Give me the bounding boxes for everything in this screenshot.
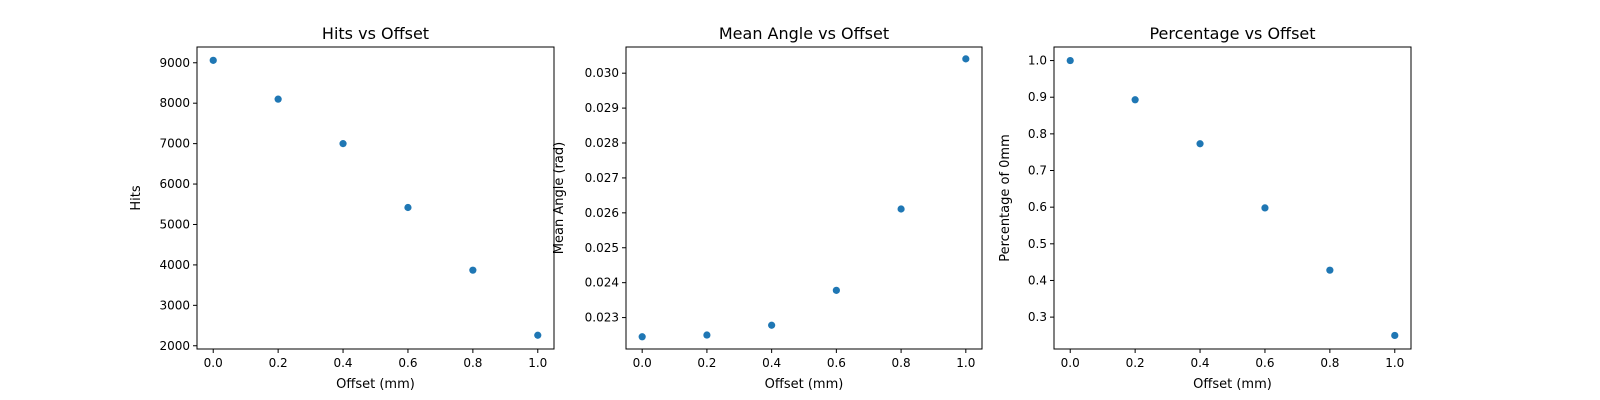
x-tick-label: 1.0 [956,356,975,370]
x-tick-label: 1.0 [528,356,547,370]
x-tick-label: 1.0 [1385,356,1404,370]
chart-panel-3: Percentage vs Offset 0.0 0.2 0.4 0.6 0.8 1.0 0.… [998,24,1412,392]
y-tick-label: 0.026 [585,206,619,220]
y-tick-label: 0.023 [585,311,619,325]
data-point [1131,96,1139,104]
data-point [339,140,347,148]
y-tick-label: 2000 [159,339,190,353]
plot-frame [1053,46,1412,350]
x-axis-label: Offset (mm) [336,377,415,392]
x-tick-label: 0.2 [1126,356,1145,370]
data-point [638,333,646,341]
y-tick-label: 0.030 [585,66,619,80]
x-tick-label: 0.6 [398,356,417,370]
x-axis-label: Offset (mm) [1193,377,1272,392]
chart-panel-1: Hits vs Offset 0.0 0.2 0.4 0.6 0.8 1.0 2000 3000… [129,24,555,392]
y-tick-label: 0.4 [1028,273,1047,287]
chart-title: Mean Angle vs Offset [719,24,889,43]
x-tick-label: 0.6 [1255,356,1274,370]
data-point [1391,331,1399,340]
data-point [1196,140,1204,148]
y-tick-label: 4000 [159,258,190,272]
chart-title: Percentage vs Offset [1149,24,1315,43]
x-tick-label: 0.4 [1190,356,1209,370]
x-tick-label: 0.2 [697,356,716,370]
data-point [274,95,282,103]
y-tick-label: 7000 [159,137,190,151]
y-tick-label: 0.029 [585,101,619,115]
y-tick-label: 0.024 [585,276,619,290]
chart-panel-2: Mean Angle vs Offset 0.0 0.2 0.4 0.6 0.8 1.0 0.… [552,24,983,392]
x-axis-label: Offset (mm) [765,377,844,392]
x-tick-label: 0.6 [827,356,846,370]
plot-frame [196,46,555,350]
data-point [1066,56,1074,65]
y-tick-label: 1.0 [1028,54,1047,68]
y-axis-label: Mean Angle (rad) [552,142,567,254]
x-tick-label: 0.2 [269,356,288,370]
x-tick-label: 0.8 [1320,356,1339,370]
data-point [209,56,217,64]
y-tick-label: 0.5 [1028,237,1047,251]
x-tick-label: 0.4 [762,356,781,370]
y-tick-label: 5000 [159,217,190,231]
data-point [703,331,711,339]
data-point [1261,204,1269,212]
chart-title: Hits vs Offset [322,24,429,43]
x-tick-label: 0.0 [633,356,652,370]
x-tick-label: 0.8 [892,356,911,370]
y-tick-label: 0.8 [1028,127,1047,141]
x-tick-label: 0.0 [204,356,223,370]
plot-frame [625,46,983,350]
x-tick-label: 0.4 [333,356,352,370]
y-tick-label: 8000 [159,96,190,110]
y-axis-label: Percentage of 0mm [998,134,1013,262]
y-tick-label: 0.027 [585,171,619,185]
y-tick-label: 0.6 [1028,200,1047,214]
data-point [1326,266,1334,274]
data-point [768,321,776,329]
data-point [897,205,905,213]
y-tick-label: 9000 [159,56,190,70]
x-tick-label: 0.0 [1061,356,1080,370]
data-point [534,331,542,339]
y-tick-label: 6000 [159,177,190,191]
data-point [832,286,840,294]
y-tick-label: 0.9 [1028,90,1047,104]
data-point [469,266,477,274]
data-point [404,203,412,212]
y-tick-label: 0.3 [1028,310,1047,324]
data-point [962,55,970,63]
y-axis-label: Hits [129,185,144,210]
y-tick-label: 0.028 [585,136,619,150]
y-tick-label: 3000 [159,298,190,312]
x-tick-label: 0.8 [463,356,482,370]
y-tick-label: 0.7 [1028,164,1047,178]
y-tick-label: 0.025 [585,241,619,255]
